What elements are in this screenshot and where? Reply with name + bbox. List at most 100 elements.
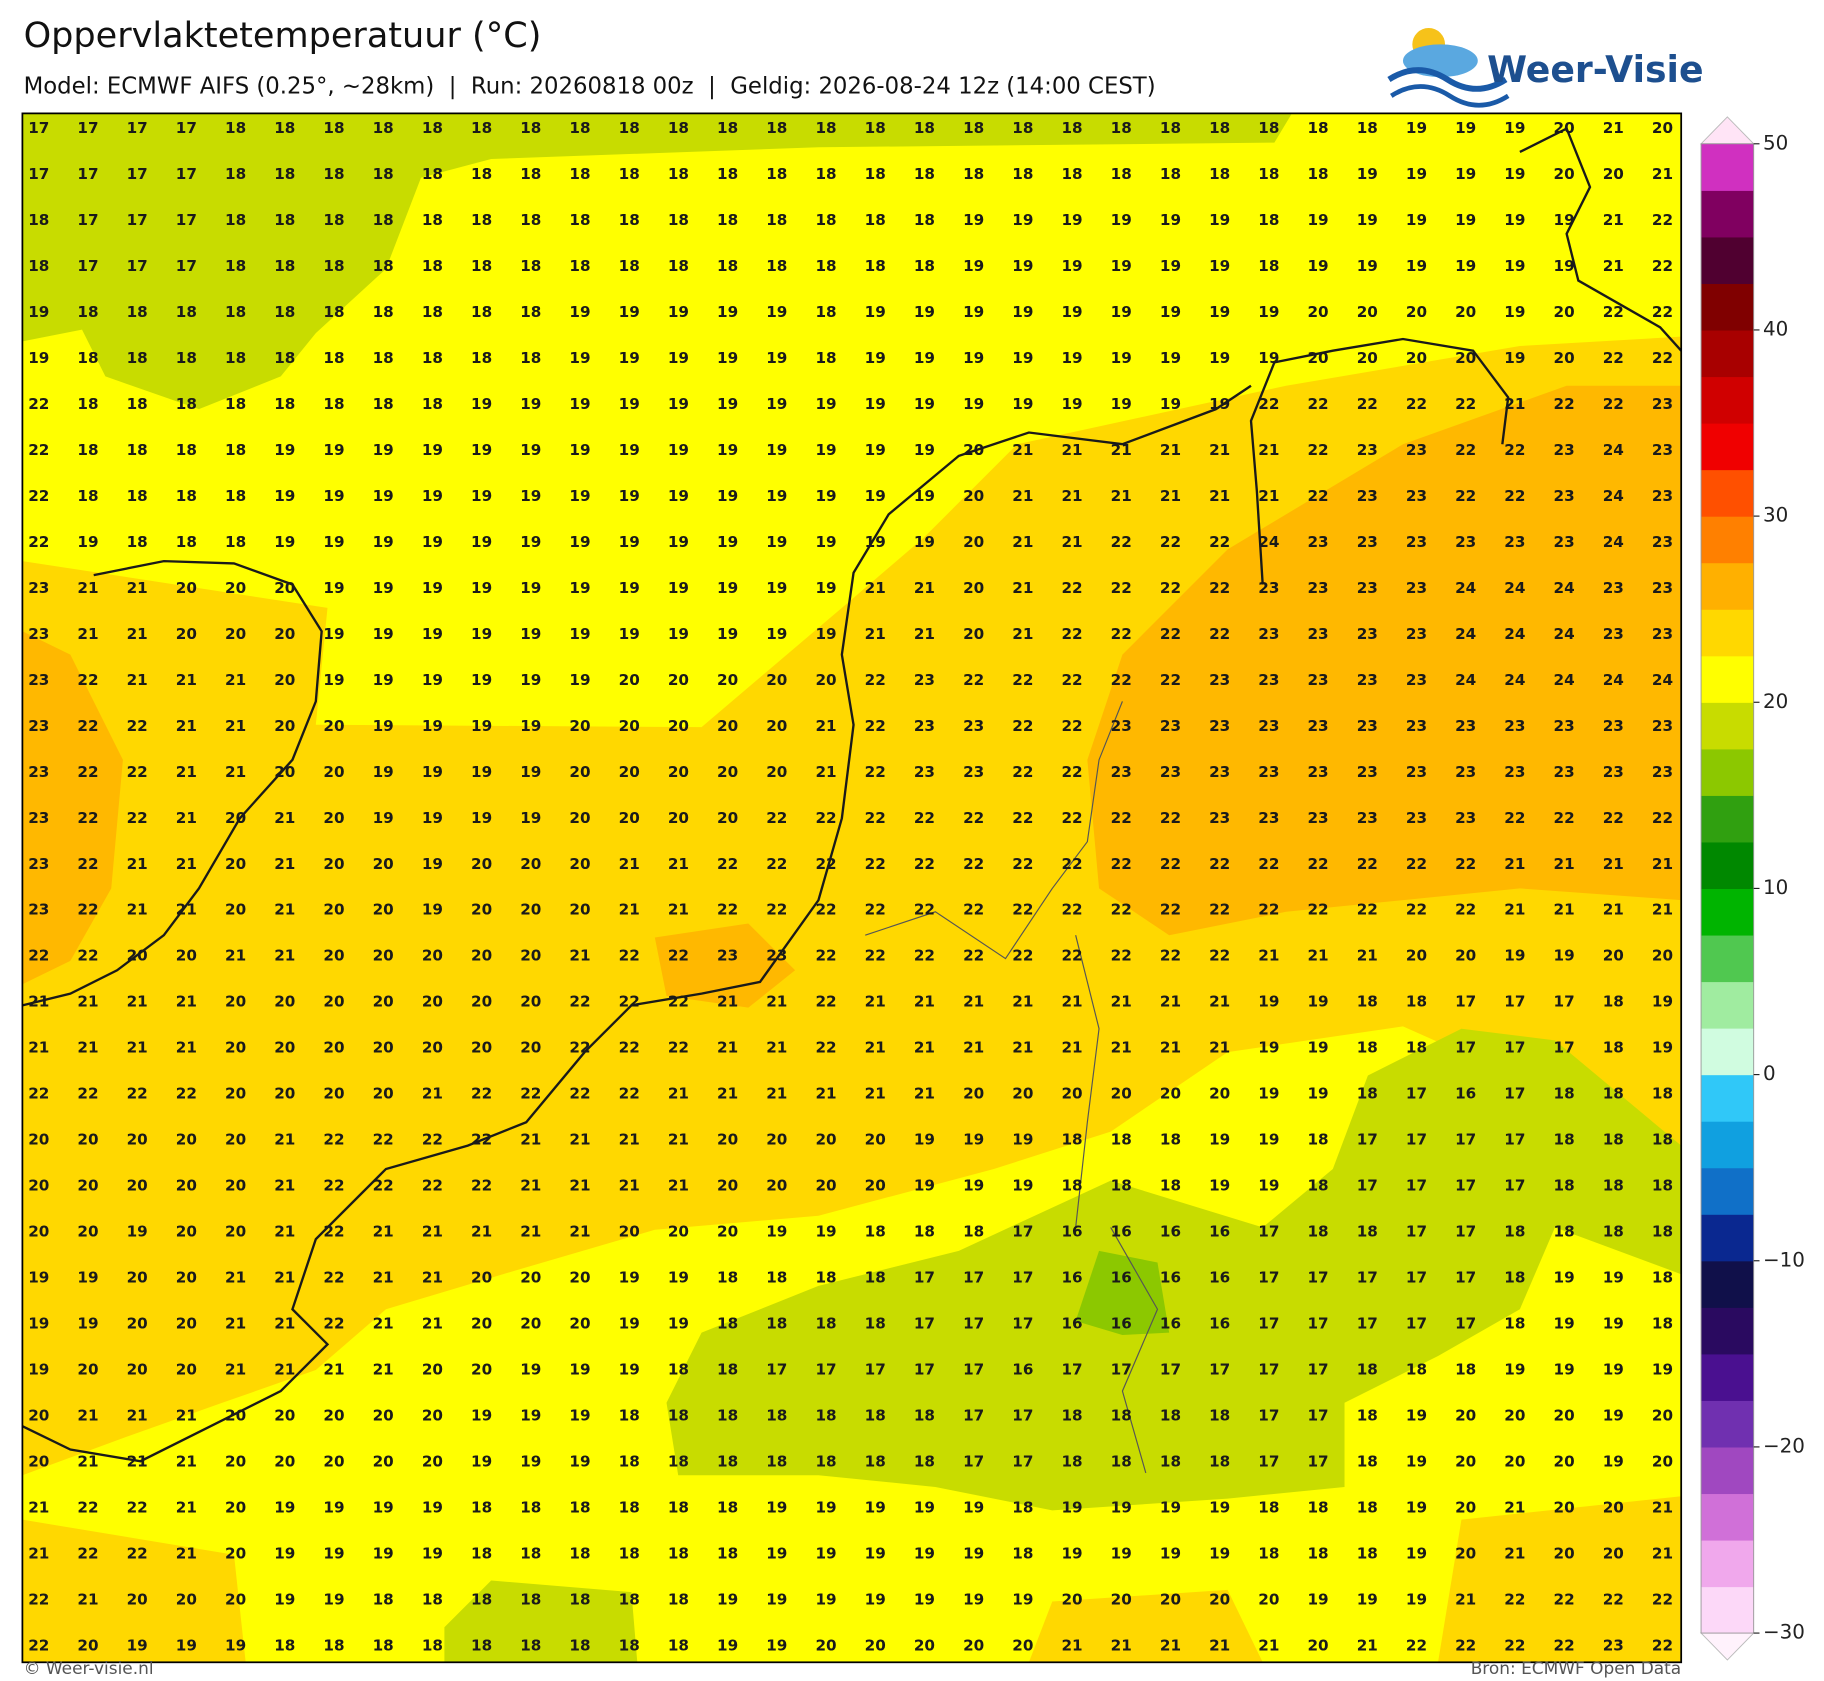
grid-value: 18 bbox=[1357, 993, 1378, 1011]
grid-value: 18 bbox=[373, 165, 394, 183]
grid-value: 20 bbox=[717, 1131, 738, 1149]
grid-value: 21 bbox=[77, 579, 98, 597]
grid-value: 19 bbox=[1504, 257, 1525, 275]
grid-value: 21 bbox=[766, 1039, 787, 1057]
grid-value: 20 bbox=[323, 763, 344, 781]
grid-value: 24 bbox=[1504, 579, 1525, 597]
grid-value: 18 bbox=[1357, 1544, 1378, 1562]
grid-value: 17 bbox=[1258, 1361, 1279, 1379]
grid-value: 19 bbox=[914, 1590, 935, 1608]
grid-value: 18 bbox=[127, 487, 148, 505]
grid-value: 20 bbox=[127, 1177, 148, 1195]
grid-value: 21 bbox=[176, 901, 197, 919]
grid-value: 18 bbox=[963, 119, 984, 137]
grid-value: 19 bbox=[865, 441, 886, 459]
grid-value: 18 bbox=[569, 1590, 590, 1608]
grid-value: 22 bbox=[520, 1085, 541, 1103]
grid-value: 22 bbox=[1160, 533, 1181, 551]
grid-value: 23 bbox=[963, 717, 984, 735]
grid-value: 21 bbox=[373, 1269, 394, 1287]
colorbar-tick-label: −10 bbox=[1763, 1248, 1805, 1271]
grid-value: 18 bbox=[914, 1453, 935, 1471]
grid-value: 20 bbox=[1652, 947, 1673, 965]
grid-value: 21 bbox=[1504, 901, 1525, 919]
grid-value: 19 bbox=[1258, 1177, 1279, 1195]
grid-value: 17 bbox=[1209, 1361, 1230, 1379]
grid-value: 20 bbox=[865, 1636, 886, 1654]
grid-value: 18 bbox=[225, 119, 246, 137]
grid-value: 20 bbox=[569, 1269, 590, 1287]
grid-value: 19 bbox=[28, 1361, 49, 1379]
grid-value: 19 bbox=[1504, 119, 1525, 137]
grid-value: 17 bbox=[1307, 1361, 1328, 1379]
grid-value: 22 bbox=[1652, 1590, 1673, 1608]
grid-value: 23 bbox=[1357, 717, 1378, 735]
grid-value: 20 bbox=[1406, 303, 1427, 321]
grid-value: 19 bbox=[1455, 211, 1476, 229]
grid-value: 16 bbox=[1111, 1223, 1132, 1241]
grid-value: 20 bbox=[28, 1453, 49, 1471]
grid-value: 19 bbox=[668, 533, 689, 551]
grid-value: 23 bbox=[1652, 395, 1673, 413]
grid-value: 18 bbox=[471, 1636, 492, 1654]
grid-value: 21 bbox=[77, 1039, 98, 1057]
grid-value: 18 bbox=[619, 1407, 640, 1425]
colorbar-tick-label: 20 bbox=[1763, 690, 1788, 713]
colorbar-bin bbox=[1701, 329, 1754, 378]
grid-value: 21 bbox=[176, 1544, 197, 1562]
grid-value: 23 bbox=[28, 763, 49, 781]
grid-value: 19 bbox=[1209, 1177, 1230, 1195]
grid-value: 18 bbox=[422, 211, 443, 229]
colorbar-tick-label: −20 bbox=[1763, 1434, 1805, 1457]
grid-value: 18 bbox=[373, 395, 394, 413]
grid-value: 20 bbox=[1455, 947, 1476, 965]
grid-value: 18 bbox=[717, 1269, 738, 1287]
grid-value: 18 bbox=[274, 395, 295, 413]
grid-value: 23 bbox=[1554, 533, 1575, 551]
grid-value: 19 bbox=[1357, 211, 1378, 229]
grid-value: 18 bbox=[1258, 1544, 1279, 1562]
grid-value: 18 bbox=[471, 1544, 492, 1562]
grid-value: 19 bbox=[717, 579, 738, 597]
grid-value: 20 bbox=[274, 1407, 295, 1425]
grid-value: 23 bbox=[1307, 625, 1328, 643]
grid-value: 19 bbox=[1160, 211, 1181, 229]
colorbar-bin bbox=[1701, 1121, 1754, 1169]
grid-value: 22 bbox=[1012, 947, 1033, 965]
grid-value: 19 bbox=[865, 487, 886, 505]
grid-value: 22 bbox=[1111, 533, 1132, 551]
grid-value: 21 bbox=[865, 1085, 886, 1103]
grid-value: 18 bbox=[373, 349, 394, 367]
grid-value: 20 bbox=[77, 1177, 98, 1195]
grid-value: 23 bbox=[1652, 717, 1673, 735]
grid-value: 19 bbox=[323, 1498, 344, 1516]
map: 17 17 17 17 18 18 18 18 18 18 18 18 18 18 18 18 18 18 18 18… bbox=[21, 112, 1683, 1664]
grid-value: 22 bbox=[1455, 395, 1476, 413]
colorbar-bin bbox=[1701, 1586, 1754, 1634]
grid-value: 20 bbox=[963, 487, 984, 505]
grid-value: 21 bbox=[274, 901, 295, 919]
grid-value: 21 bbox=[176, 1498, 197, 1516]
colorbar-tick-label: 0 bbox=[1763, 1062, 1776, 1085]
grid-value: 20 bbox=[471, 1361, 492, 1379]
grid-value: 18 bbox=[1258, 257, 1279, 275]
grid-value: 21 bbox=[668, 901, 689, 919]
grid-value: 21 bbox=[1455, 1590, 1476, 1608]
grid-value: 18 bbox=[1258, 119, 1279, 137]
grid-value: 21 bbox=[1111, 487, 1132, 505]
grid-value: 22 bbox=[717, 901, 738, 919]
grid-value: 18 bbox=[668, 211, 689, 229]
grid-value: 16 bbox=[1209, 1315, 1230, 1333]
grid-value: 23 bbox=[1307, 809, 1328, 827]
grid-value: 18 bbox=[717, 1407, 738, 1425]
grid-value: 20 bbox=[1455, 303, 1476, 321]
colorbar-bin bbox=[1701, 469, 1754, 517]
grid-value: 22 bbox=[914, 947, 935, 965]
grid-value: 21 bbox=[520, 1177, 541, 1195]
grid-value: 24 bbox=[1603, 441, 1624, 459]
grid-value: 20 bbox=[422, 1039, 443, 1057]
colorbar-bin bbox=[1701, 609, 1754, 657]
grid-value: 22 bbox=[323, 1131, 344, 1149]
grid-value: 19 bbox=[619, 1269, 640, 1287]
grid-value: 18 bbox=[963, 165, 984, 183]
